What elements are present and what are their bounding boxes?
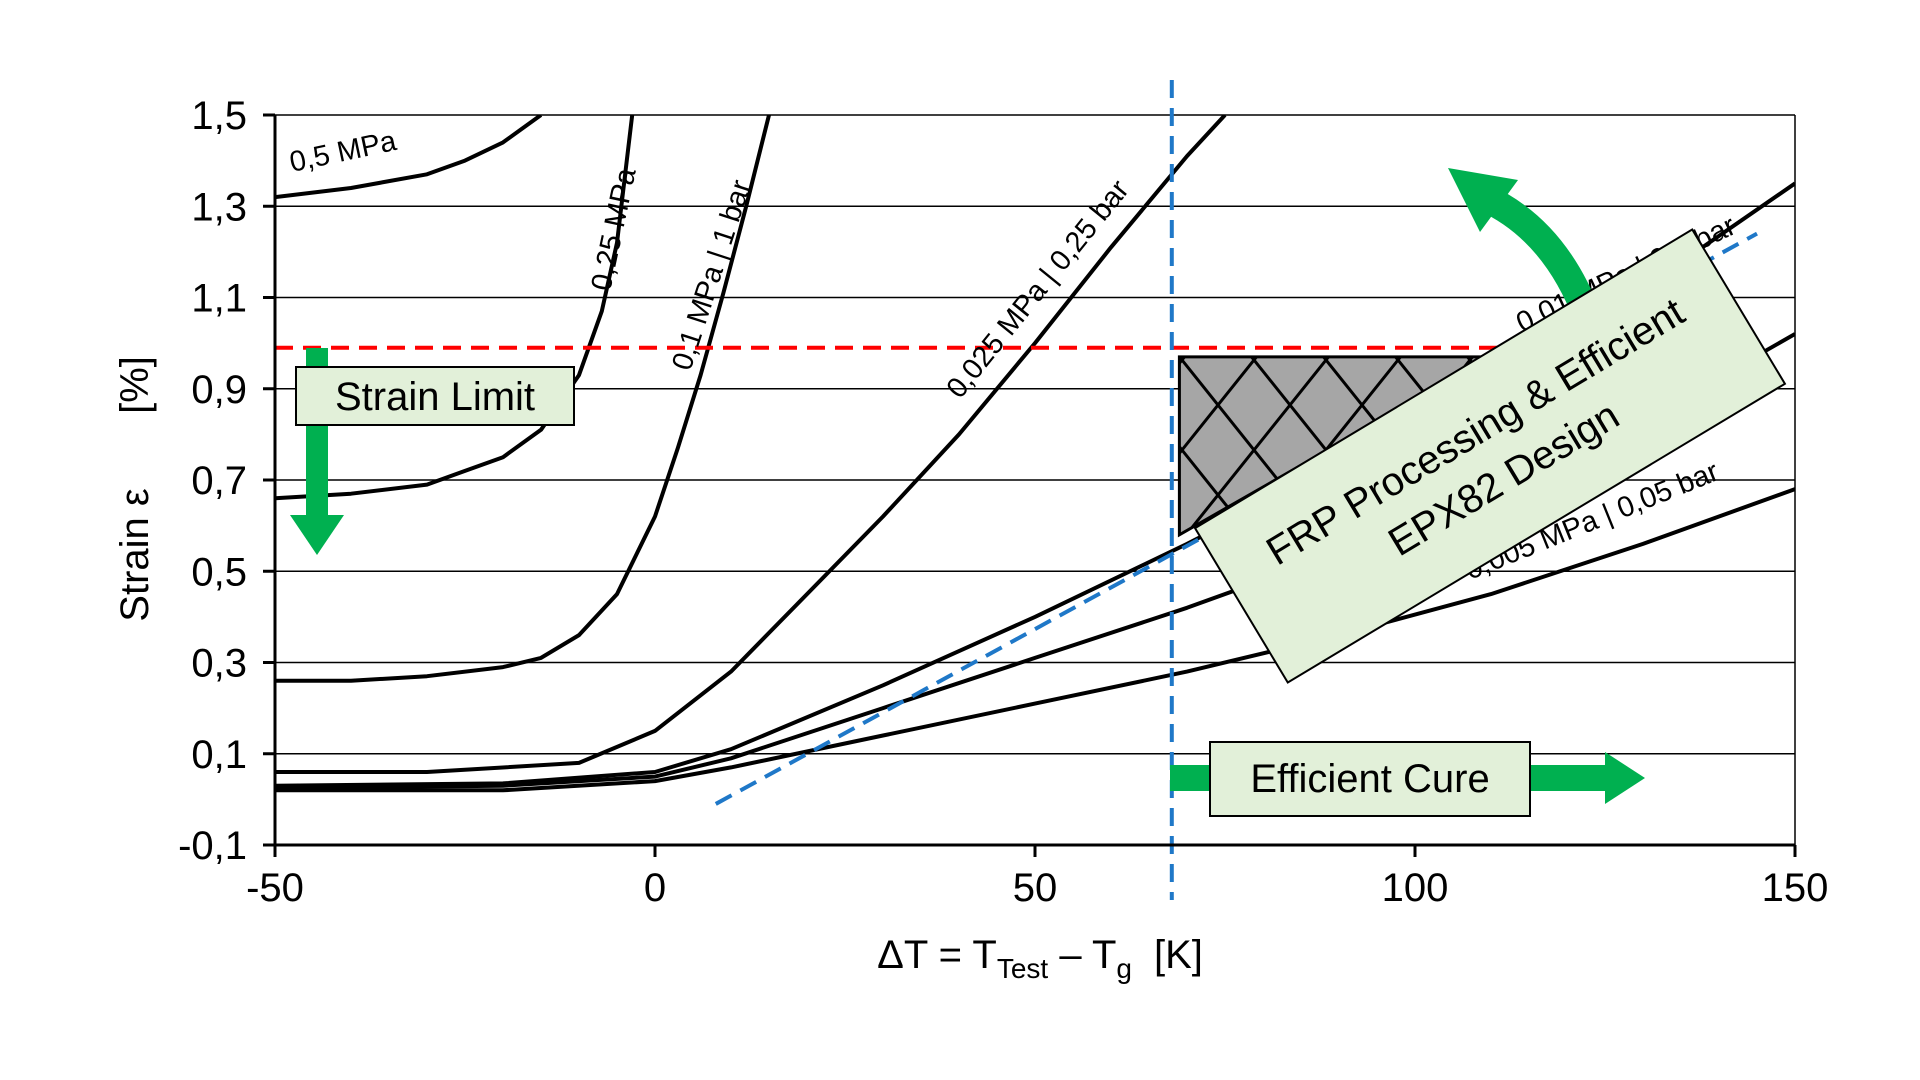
x-tick-label: -50 [246,866,304,910]
y-axis-unit: [%] [113,356,157,414]
hatch-line [766,200,1166,700]
series-label: 0,025 MPa | 0,25 bar [941,174,1136,404]
hatch-line [1846,200,1920,700]
x-axis-title: ΔT = TTest – Tg [K] [877,933,1203,984]
y-tick-label: 0,7 [191,459,247,503]
hatch-line [1702,200,1920,700]
hatch-line [1179,356,1384,535]
series-line [275,115,635,501]
hatch-line [1774,200,1920,700]
efficient-cure-label: Efficient Cure [1250,757,1489,801]
series-line [275,115,543,200]
y-tick-label: -0,1 [178,824,247,868]
x-tick-label: 150 [1762,866,1829,910]
strain-limit-label: Strain Limit [335,375,535,419]
y-tick-label: 0,3 [191,642,247,686]
x-tick-label: 100 [1382,866,1449,910]
hatch-line [1774,200,1920,700]
design-direction-arrow-icon [1448,168,1602,324]
y-tick-label: 1,3 [191,185,247,229]
tick-labels: -0,1 0,1 0,3 0,5 0,7 0,9 1,1 1,3 1,5 -50 0 50 100 150 [178,94,1828,910]
y-axis-title-group: Strain ε [%] [113,356,157,622]
series-label: 0,5 MPa [287,125,400,179]
y-tick-label: 1,5 [191,94,247,138]
y-tick-label: 0,5 [191,550,247,594]
series-line [275,487,1795,793]
x-tick-label: 0 [644,866,666,910]
series-label: 0,25 MPa [586,165,643,294]
hatch-line [1846,200,1920,700]
y-tick-label: 0,1 [191,733,247,777]
y-axis-title: Strain ε [113,488,157,622]
hatch-line [1179,356,1456,535]
series-line [275,115,771,683]
strain-limit-box: Strain Limit [295,366,575,426]
series-line [275,115,1227,774]
hatch-line [1702,200,1920,700]
hatch-line [766,200,1166,700]
efficient-cure-box: Efficient Cure [1209,741,1531,817]
hatch-line [622,200,1022,700]
x-tick-label: 50 [1013,866,1058,910]
y-tick-label: 1,1 [191,277,247,321]
hatch-line [622,200,1022,700]
y-tick-label: 0,9 [191,368,247,412]
